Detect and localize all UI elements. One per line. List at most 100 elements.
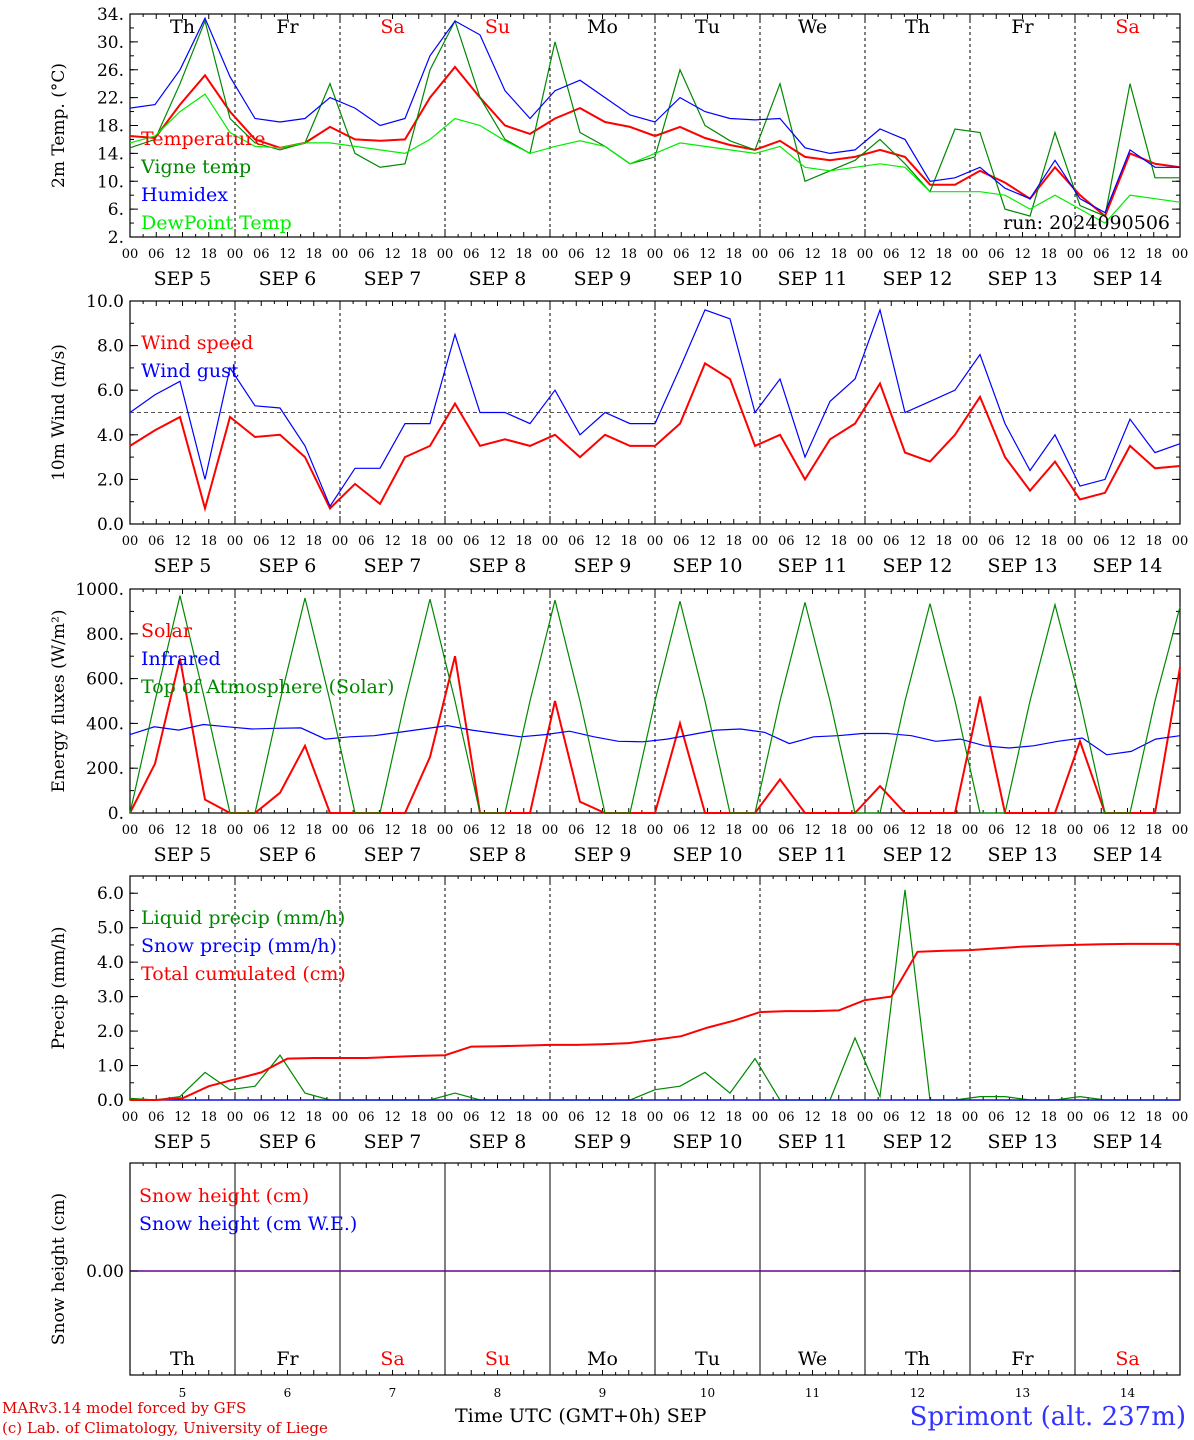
panel-4: Precip (mm/h) 0.0 1.0 2.0 3.0 4.0 5.0 6.0 00 06 12… xyxy=(49,875,1188,1153)
date-label: SEP 13 xyxy=(988,268,1058,290)
date-label: SEP 5 xyxy=(154,555,212,577)
y-tick-label: 0. xyxy=(108,804,124,824)
hour-tick-label: 12 xyxy=(1014,823,1031,838)
y-tick-label: 200. xyxy=(86,759,124,779)
hour-tick-label: 00 xyxy=(857,247,874,262)
y-tick-label: 34. xyxy=(97,5,124,25)
date-label: SEP 5 xyxy=(154,1131,212,1153)
hour-tick-label: 00 xyxy=(542,534,559,549)
hour-tick-label: 18 xyxy=(305,823,322,838)
hour-tick-label: 06 xyxy=(883,1110,900,1125)
legend-entry-2: Snow height (cm W.E.) xyxy=(139,1213,357,1235)
hour-tick-label: 00 xyxy=(962,823,979,838)
hour-tick-label: 00 xyxy=(857,1110,874,1125)
hour-tick-label: 00 xyxy=(647,1110,664,1125)
hour-tick-label: 00 xyxy=(1172,823,1189,838)
legend-entry-2: Wind gust xyxy=(141,360,239,382)
hour-tick-label: 06 xyxy=(883,823,900,838)
legend-entry-1: Solar xyxy=(141,620,193,642)
hour-tick-label: 06 xyxy=(463,823,480,838)
y-tick-label: 8.0 xyxy=(97,337,124,357)
hour-tick-label: 06 xyxy=(778,1110,795,1125)
hour-tick-label: 06 xyxy=(148,247,165,262)
hour-tick-label: 12 xyxy=(1014,534,1031,549)
hour-tick-label: 12 xyxy=(909,1110,926,1125)
hour-tick-label: 06 xyxy=(778,247,795,262)
y-tick-label: 2. xyxy=(108,228,124,248)
day-number-label: 14 xyxy=(1120,1386,1136,1400)
date-label: SEP 9 xyxy=(574,268,632,290)
hour-tick-label: 18 xyxy=(1145,247,1162,262)
hour-tick-label: 18 xyxy=(1040,1110,1057,1125)
date-label: SEP 12 xyxy=(883,844,953,866)
hour-tick-label: 18 xyxy=(410,534,427,549)
y-tick-label: 14. xyxy=(97,144,124,164)
hour-tick-label: 12 xyxy=(594,1110,611,1125)
hour-tick-label: 06 xyxy=(988,823,1005,838)
hour-tick-label: 06 xyxy=(253,823,270,838)
hour-tick-label: 18 xyxy=(410,823,427,838)
panel-5: Snow height (cm) 0.00 Th Fr Sa Su Mo Tu We Th Fr Sa… xyxy=(49,1162,1181,1400)
y-tick-label: 10.0 xyxy=(86,292,124,312)
hour-tick-label: 12 xyxy=(699,1110,716,1125)
date-label: SEP 14 xyxy=(1093,1131,1163,1153)
date-label: SEP 11 xyxy=(778,555,848,577)
hour-tick-label: 00 xyxy=(437,823,454,838)
day-name-label: Su xyxy=(485,1348,510,1370)
hour-tick-label: 12 xyxy=(594,247,611,262)
hour-tick-label: 12 xyxy=(909,823,926,838)
day-number-label: 5 xyxy=(179,1386,187,1400)
hour-tick-label: 18 xyxy=(830,247,847,262)
hour-tick-label: 06 xyxy=(358,1110,375,1125)
date-label: SEP 10 xyxy=(673,1131,743,1153)
day-number-label: 8 xyxy=(494,1386,502,1400)
date-label: SEP 12 xyxy=(883,555,953,577)
hour-tick-label: 06 xyxy=(778,534,795,549)
day-name-label: Th xyxy=(170,16,195,38)
date-label: SEP 10 xyxy=(673,844,743,866)
hour-tick-label: 00 xyxy=(227,247,244,262)
hour-tick-label: 12 xyxy=(909,247,926,262)
date-label: SEP 7 xyxy=(364,1131,422,1153)
hour-tick-label: 00 xyxy=(1172,534,1189,549)
y-tick-label: 1.0 xyxy=(97,1057,124,1077)
hour-tick-label: 18 xyxy=(200,247,217,262)
legend-entry-3: Humidex xyxy=(141,184,228,206)
hour-tick-label: 00 xyxy=(122,823,139,838)
hour-tick-label: 00 xyxy=(752,1110,769,1125)
hour-tick-label: 18 xyxy=(515,1110,532,1125)
date-label: SEP 9 xyxy=(574,1131,632,1153)
hour-tick-label: 12 xyxy=(174,823,191,838)
hour-tick-label: 00 xyxy=(857,823,874,838)
hour-tick-label: 06 xyxy=(568,1110,585,1125)
hour-tick-label: 18 xyxy=(830,534,847,549)
panel-3: Energy fluxes (W/m²) 0. 200. 400. 600. 800. 10… xyxy=(49,580,1188,866)
y-tick-label: 10. xyxy=(97,172,124,192)
y-tick-label: 2.0 xyxy=(97,470,124,490)
hour-tick-label: 12 xyxy=(489,1110,506,1125)
hour-tick-label: 12 xyxy=(804,823,821,838)
date-label: SEP 10 xyxy=(673,555,743,577)
y-tick-label: 3.0 xyxy=(97,988,124,1008)
hour-tick-label: 18 xyxy=(725,823,742,838)
hour-tick-label: 06 xyxy=(148,823,165,838)
hour-tick-label: 18 xyxy=(725,1110,742,1125)
hour-tick-label: 00 xyxy=(962,247,979,262)
y-tick-label: 6.0 xyxy=(97,884,124,904)
date-label: SEP 6 xyxy=(259,555,317,577)
day-name-label: Sa xyxy=(380,16,404,38)
hour-tick-label: 12 xyxy=(489,247,506,262)
hour-tick-label: 18 xyxy=(515,534,532,549)
panel-1: 2m Temp. (°C) 2. 6. 10. 14. 18. 22. 26. 30. 34. 00… xyxy=(49,5,1188,290)
hour-tick-label: 06 xyxy=(253,247,270,262)
y-tick-label: 4.0 xyxy=(97,953,124,973)
legend-entry-1: Temperature xyxy=(141,128,265,150)
hour-tick-label: 06 xyxy=(148,534,165,549)
day-name-label: We xyxy=(798,16,827,38)
y-tick-label: 26. xyxy=(97,61,124,81)
y-axis-label: 10m Wind (m/s) xyxy=(49,344,69,481)
hour-tick-label: 12 xyxy=(384,1110,401,1125)
hour-tick-label: 00 xyxy=(857,534,874,549)
hour-tick-label: 12 xyxy=(804,1110,821,1125)
hour-tick-label: 18 xyxy=(515,247,532,262)
